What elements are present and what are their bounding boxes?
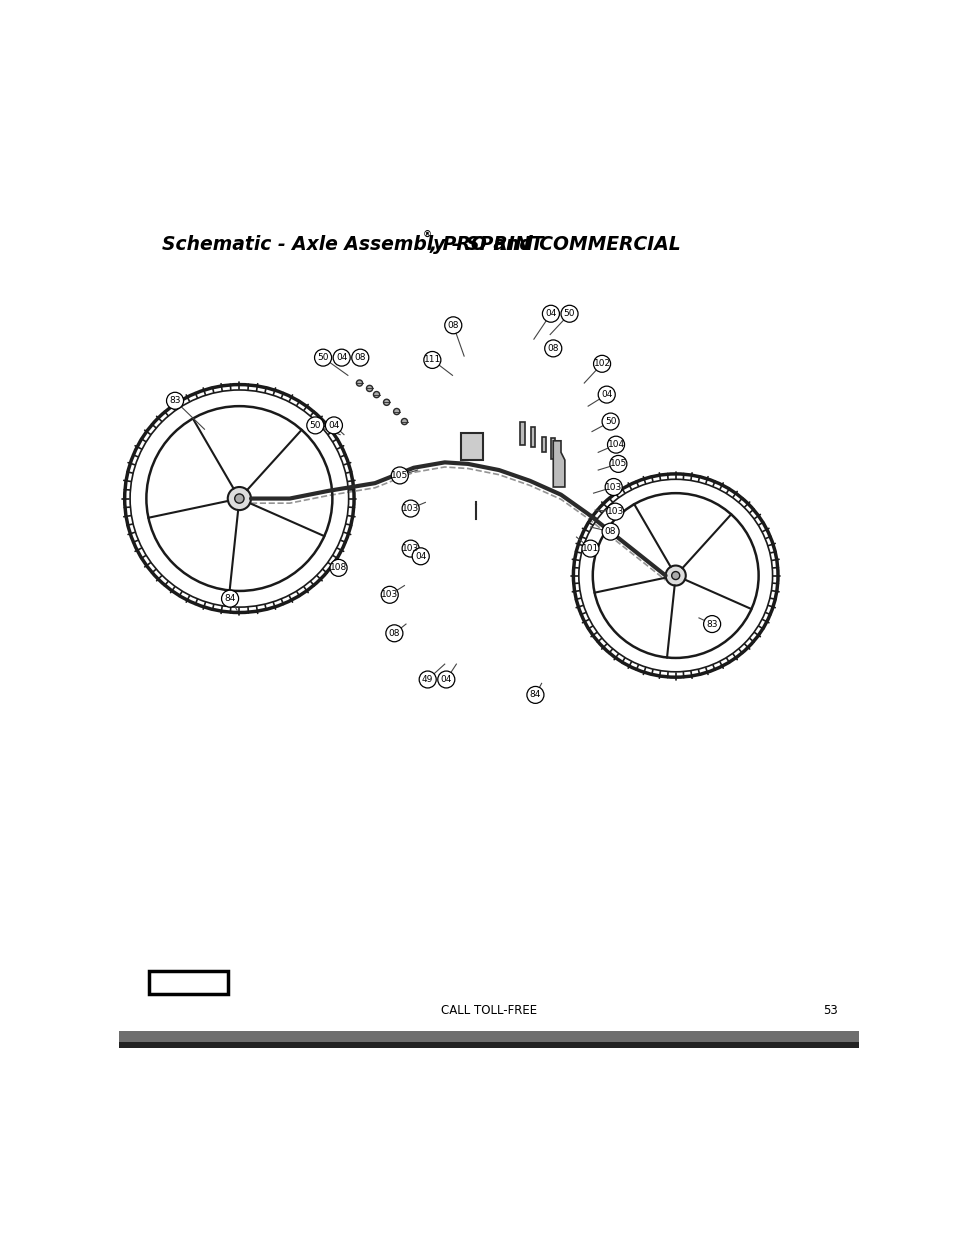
- Circle shape: [356, 380, 362, 387]
- Text: CALL TOLL-FREE: CALL TOLL-FREE: [440, 1004, 537, 1018]
- Text: 103: 103: [606, 508, 623, 516]
- Circle shape: [402, 540, 418, 557]
- Circle shape: [234, 494, 244, 503]
- Text: 04: 04: [545, 309, 556, 319]
- Circle shape: [560, 305, 578, 322]
- Text: Schematic - Axle Assembly - SPRINT: Schematic - Axle Assembly - SPRINT: [162, 235, 542, 254]
- Circle shape: [228, 487, 251, 510]
- Text: 103: 103: [604, 483, 621, 492]
- Text: 83: 83: [705, 620, 717, 629]
- Circle shape: [544, 340, 561, 357]
- Circle shape: [423, 352, 440, 368]
- Text: 111: 111: [423, 356, 440, 364]
- Text: 105: 105: [391, 471, 408, 480]
- Circle shape: [542, 305, 558, 322]
- Polygon shape: [553, 441, 564, 487]
- Circle shape: [401, 419, 407, 425]
- Text: 103: 103: [401, 504, 418, 513]
- Circle shape: [601, 412, 618, 430]
- Text: 104: 104: [607, 440, 624, 450]
- Bar: [460, 433, 482, 461]
- Text: 50: 50: [310, 421, 321, 430]
- Bar: [119, 1042, 858, 1047]
- Circle shape: [325, 417, 342, 433]
- Circle shape: [665, 566, 685, 585]
- Text: 105: 105: [609, 459, 626, 468]
- Circle shape: [601, 524, 618, 540]
- Text: 84: 84: [224, 594, 235, 603]
- Circle shape: [593, 356, 610, 372]
- Text: 53: 53: [822, 1004, 837, 1018]
- Text: , PRO and COMMERCIAL: , PRO and COMMERCIAL: [429, 235, 680, 254]
- Text: 08: 08: [447, 321, 458, 330]
- Text: 04: 04: [440, 676, 452, 684]
- Text: 50: 50: [604, 417, 616, 426]
- Text: 102: 102: [593, 359, 610, 368]
- Circle shape: [437, 671, 455, 688]
- Circle shape: [412, 548, 429, 564]
- Text: 04: 04: [415, 552, 426, 561]
- Circle shape: [671, 572, 679, 579]
- Circle shape: [373, 391, 379, 398]
- Circle shape: [307, 417, 323, 433]
- Text: 84: 84: [529, 690, 540, 699]
- Text: 08: 08: [604, 527, 616, 536]
- Circle shape: [703, 615, 720, 632]
- Circle shape: [352, 350, 369, 366]
- Text: 50: 50: [563, 309, 575, 319]
- Circle shape: [402, 500, 418, 517]
- Text: 04: 04: [328, 421, 339, 430]
- Text: 04: 04: [600, 390, 612, 399]
- Circle shape: [167, 393, 183, 409]
- Bar: [119, 1031, 858, 1042]
- Text: 103: 103: [380, 590, 398, 599]
- Text: 50: 50: [317, 353, 329, 362]
- Text: 08: 08: [388, 629, 399, 637]
- Circle shape: [606, 503, 623, 520]
- Bar: [541, 437, 546, 452]
- Text: 108: 108: [330, 563, 347, 572]
- Circle shape: [581, 540, 598, 557]
- Circle shape: [394, 409, 399, 415]
- Text: 04: 04: [335, 353, 347, 362]
- Circle shape: [333, 350, 350, 366]
- Circle shape: [598, 387, 615, 403]
- Circle shape: [383, 399, 390, 405]
- Text: 050919: 050919: [157, 974, 218, 989]
- Bar: [519, 421, 524, 445]
- Text: 103: 103: [401, 545, 418, 553]
- Circle shape: [381, 587, 397, 603]
- Circle shape: [607, 436, 624, 453]
- Text: ®: ®: [422, 231, 432, 240]
- Circle shape: [391, 467, 408, 484]
- Text: 101: 101: [581, 545, 598, 553]
- Circle shape: [385, 625, 402, 642]
- Circle shape: [526, 687, 543, 704]
- Bar: [551, 437, 555, 459]
- Circle shape: [314, 350, 332, 366]
- Text: 49: 49: [421, 676, 433, 684]
- Circle shape: [330, 559, 347, 577]
- Circle shape: [444, 317, 461, 333]
- FancyBboxPatch shape: [149, 971, 228, 994]
- Circle shape: [609, 456, 626, 472]
- Text: 08: 08: [547, 343, 558, 353]
- Circle shape: [418, 671, 436, 688]
- Circle shape: [604, 478, 621, 495]
- Text: 83: 83: [169, 396, 181, 405]
- Bar: [531, 427, 535, 447]
- Text: 08: 08: [355, 353, 366, 362]
- Circle shape: [366, 385, 373, 391]
- Circle shape: [221, 590, 238, 608]
